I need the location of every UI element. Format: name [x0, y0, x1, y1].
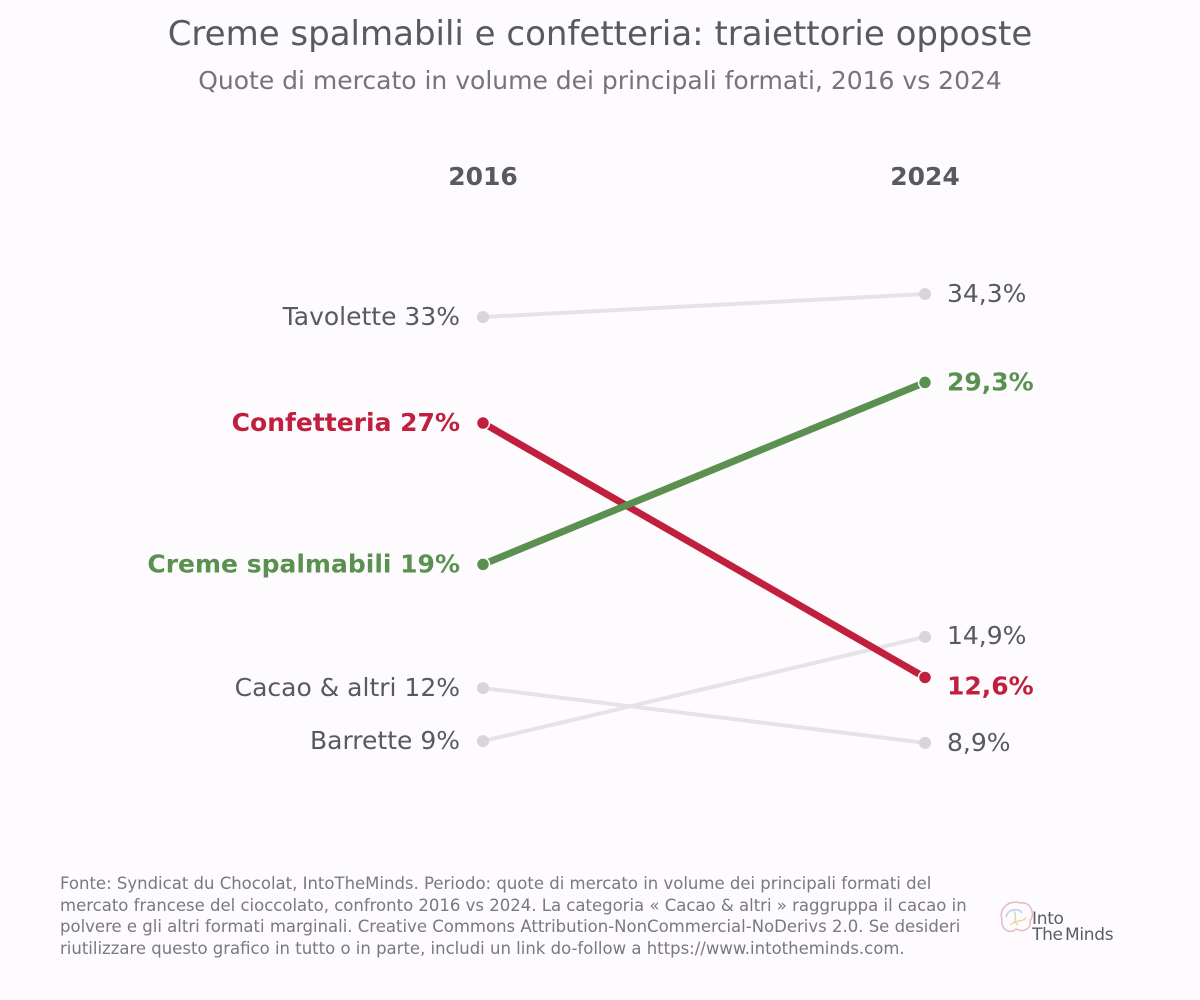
- intotheminds-logo: Into The Minds: [994, 895, 1129, 955]
- label-2016-creme-spalmabili: Creme spalmabili 19%: [147, 549, 460, 578]
- chart-subtitle: Quote di mercato in volume dei principal…: [198, 66, 1002, 95]
- point-2016-confetteria: [475, 415, 491, 431]
- point-2016-tavolette: [477, 311, 489, 323]
- logo-text-minds: Minds: [1065, 925, 1114, 945]
- series-line-confetteria: [479, 419, 929, 681]
- point-2024-barrette: [919, 630, 931, 643]
- label-2016-barrette: Barrette 9%: [310, 726, 460, 755]
- label-2024-tavolette: 34,3%: [947, 279, 1026, 308]
- logo-text-the: The: [1032, 925, 1063, 945]
- year-header-2024: 2024: [890, 162, 960, 191]
- label-2024-cacao-and-altri: 8,9%: [947, 728, 1011, 757]
- series-line-cacao-and-altri: [481, 686, 927, 745]
- point-2024-creme-spalmabili: [917, 375, 933, 390]
- slope-chart: 2016 2024 Tavolette 33% 34,3% Cacao & altri …: [147, 162, 1034, 757]
- label-2016-tavolette: Tavolette 33%: [282, 302, 460, 331]
- label-2024-barrette: 14,9%: [947, 621, 1026, 650]
- label-2024-confetteria: 12,6%: [947, 671, 1034, 700]
- series-line-barrette: [481, 634, 927, 744]
- point-2016-cacao-and-altri: [477, 682, 489, 695]
- label-2016-cacao-and-altri: Cacao & altri 12%: [235, 673, 460, 702]
- logo-text-into: Into: [1032, 909, 1064, 929]
- source-footnote: Fonte: Syndicat du Chocolat, IntoTheMind…: [60, 874, 967, 958]
- point-2024-cacao-and-altri: [919, 736, 931, 749]
- chart-title: Creme spalmabili e confetteria: traietto…: [167, 14, 1033, 54]
- year-header-2016: 2016: [448, 162, 518, 191]
- point-2016-creme-spalmabili: [475, 557, 491, 572]
- label-2016-confetteria: Confetteria 27%: [232, 408, 460, 437]
- brain-icon: [1000, 901, 1034, 933]
- point-2024-tavolette: [919, 288, 931, 301]
- label-2024-creme-spalmabili: 29,3%: [947, 367, 1034, 396]
- point-2024-confetteria: [917, 670, 933, 685]
- series-line-creme-spalmabili: [479, 378, 929, 568]
- series-line-tavolette: [481, 292, 927, 319]
- point-2016-barrette: [477, 735, 489, 748]
